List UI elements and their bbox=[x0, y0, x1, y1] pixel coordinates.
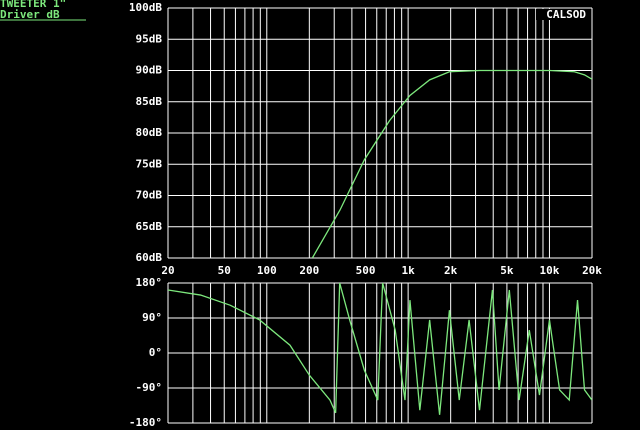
y-tick-label: -180° bbox=[129, 416, 162, 429]
title: TWEETER 1" bbox=[0, 0, 66, 10]
response-line bbox=[168, 283, 592, 415]
x-tick-label: 100 bbox=[257, 264, 277, 277]
y-tick-label: 85dB bbox=[136, 95, 163, 108]
x-tick-label: 500 bbox=[356, 264, 376, 277]
x-tick-label: 2k bbox=[444, 264, 458, 277]
y-tick-label: 0° bbox=[149, 346, 162, 359]
annotation: CALSOD bbox=[546, 8, 586, 21]
x-tick-label: 5k bbox=[500, 264, 514, 277]
y-tick-label: 75dB bbox=[136, 157, 163, 170]
y-tick-label: 100dB bbox=[129, 1, 162, 14]
y-tick-label: 70dB bbox=[136, 189, 163, 202]
x-tick-label: 10k bbox=[540, 264, 560, 277]
y-tick-label: -90° bbox=[136, 381, 163, 394]
y-tick-label: 95dB bbox=[136, 32, 163, 45]
x-tick-label: 50 bbox=[218, 264, 231, 277]
subtitle: Driver dB bbox=[0, 8, 60, 21]
y-tick-label: 60dB bbox=[136, 251, 163, 264]
y-tick-label: 90° bbox=[142, 311, 162, 324]
y-tick-label: 80dB bbox=[136, 126, 163, 139]
x-tick-label: 1k bbox=[401, 264, 415, 277]
y-tick-label: 180° bbox=[136, 276, 163, 289]
x-tick-label: 200 bbox=[299, 264, 319, 277]
annotation-bg bbox=[536, 9, 588, 20]
x-tick-label: 20 bbox=[161, 264, 174, 277]
response-line bbox=[311, 69, 592, 258]
y-tick-label: 90dB bbox=[136, 64, 163, 77]
x-tick-label: 20k bbox=[582, 264, 602, 277]
y-tick-label: 65dB bbox=[136, 220, 163, 233]
